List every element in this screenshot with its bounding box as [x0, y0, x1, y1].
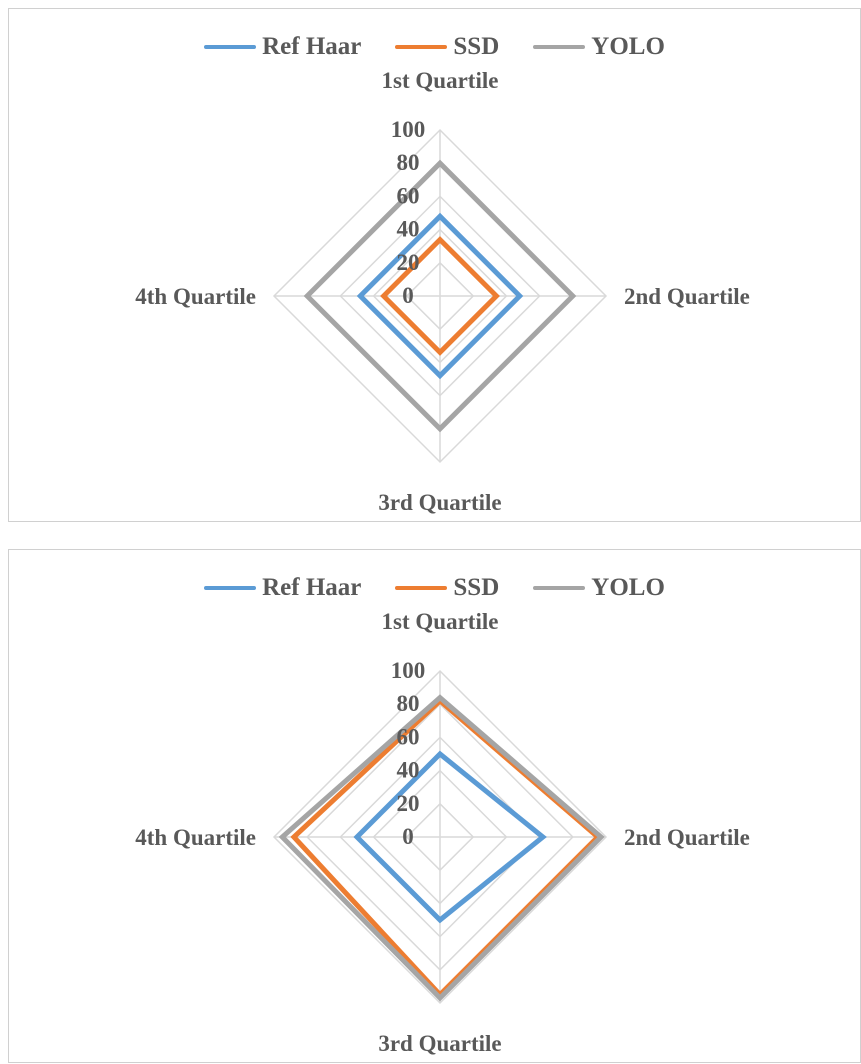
tick-label-60: 60	[397, 724, 420, 749]
series-ref-haar	[353, 750, 547, 924]
tick-label-20: 20	[397, 791, 420, 816]
axis-label-2nd-quartile: 2nd Quartile	[624, 825, 750, 850]
legend-item-yolo: YOLO	[533, 33, 665, 61]
radar-plot-area: 0 20 40 60 80 100 1st Quartile 2nd Quartile 3rd …	[135, 68, 750, 515]
legend-swatch-ref-haar	[204, 586, 257, 590]
axis-label-3rd-quartile: 3rd Quartile	[378, 1031, 501, 1056]
radar-chart-top: Ref Haar SSD YOLO 0 20 40 60 80 100 1st Quarti…	[8, 8, 861, 522]
legend-item-ref-haar: Ref Haar	[204, 574, 361, 602]
legend-label-ref-haar: Ref Haar	[262, 574, 362, 601]
legend-item-ssd: SSD	[395, 33, 499, 61]
legend-swatch-ssd	[395, 586, 448, 590]
tick-label-60: 60	[397, 183, 420, 208]
series-yolo	[278, 694, 605, 1002]
legend-swatch-ssd	[395, 45, 448, 49]
axis-label-3rd-quartile: 3rd Quartile	[378, 490, 501, 515]
tick-label-100: 100	[391, 658, 426, 683]
series-ref-haar	[356, 212, 524, 380]
legend-item-ssd: SSD	[395, 574, 499, 602]
axis-label-2nd-quartile: 2nd Quartile	[624, 284, 750, 309]
tick-label-0: 0	[402, 283, 414, 308]
tick-label-80: 80	[397, 691, 420, 716]
tick-label-100: 100	[391, 117, 426, 142]
axis-label-1st-quartile: 1st Quartile	[382, 68, 499, 93]
tick-label-0: 0	[402, 824, 414, 849]
radar-plot-area: 0 20 40 60 80 100 1st Quartile 2nd Quartile 3rd …	[135, 609, 750, 1056]
legend: Ref Haar SSD YOLO	[9, 570, 860, 606]
tick-label-20: 20	[397, 250, 420, 275]
legend: Ref Haar SSD YOLO	[9, 29, 860, 65]
legend-label-yolo: YOLO	[591, 574, 665, 601]
legend-swatch-ref-haar	[204, 45, 257, 49]
legend-item-ref-haar: Ref Haar	[204, 33, 361, 61]
legend-label-ssd: SSD	[453, 33, 500, 60]
series-yolo	[303, 159, 577, 433]
legend-label-ssd: SSD	[453, 574, 500, 601]
axis-label-1st-quartile: 1st Quartile	[382, 609, 499, 634]
legend-swatch-yolo	[533, 45, 586, 49]
series-ssd	[290, 697, 602, 999]
radar-chart-bottom: Ref Haar SSD YOLO 0 20 40 60 80 100 1st Quarti…	[8, 549, 861, 1063]
axis-label-4th-quartile: 4th Quartile	[135, 825, 256, 850]
axis-label-4th-quartile: 4th Quartile	[135, 284, 256, 309]
legend-label-ref-haar: Ref Haar	[262, 33, 362, 60]
tick-label-40: 40	[397, 217, 420, 242]
tick-label-80: 80	[397, 150, 420, 175]
tick-label-40: 40	[397, 758, 420, 783]
legend-swatch-yolo	[533, 586, 586, 590]
legend-item-yolo: YOLO	[533, 574, 665, 602]
legend-label-yolo: YOLO	[591, 33, 665, 60]
series-ssd	[380, 236, 500, 356]
